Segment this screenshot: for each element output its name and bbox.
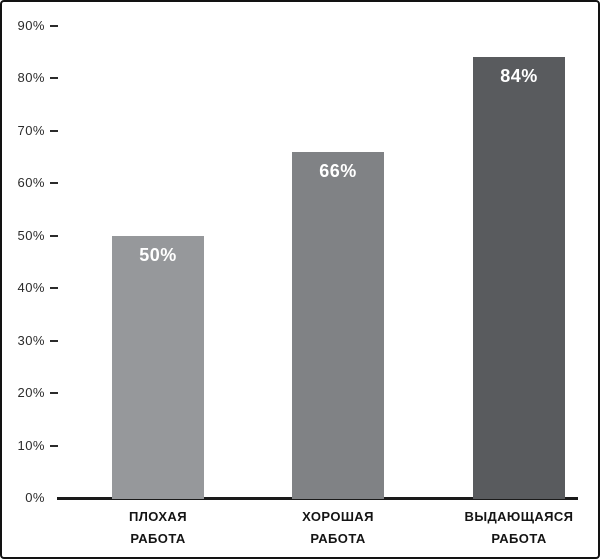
bar-value-label: 66% <box>319 160 357 181</box>
y-tick-label: 40% <box>17 280 45 295</box>
y-tick-label: 60% <box>17 175 45 190</box>
y-tick-mark <box>50 129 58 132</box>
category-label: ВЫДАЮЩАЯСЯ РАБОТА <box>464 509 574 546</box>
bar-1: 50% <box>112 235 204 499</box>
y-tick-mark <box>50 234 58 237</box>
y-tick-mark <box>50 392 58 394</box>
y-tick-mark <box>50 287 58 289</box>
y-tick-label: 10% <box>17 437 45 453</box>
y-tick-label: 30% <box>17 332 45 348</box>
y-tick-label: 20% <box>17 385 45 400</box>
y-tick-mark <box>50 182 58 184</box>
category-label: ПЛОХАЯ РАБОТА <box>129 509 187 546</box>
bar-2: 66% <box>292 151 384 499</box>
y-tick-label: 90% <box>17 17 45 33</box>
y-tick-mark <box>50 339 58 342</box>
y-tick-label: 0% <box>25 490 45 505</box>
y-tick-label: 70% <box>17 122 45 138</box>
y-tick-mark <box>50 24 58 27</box>
y-tick-label: 80% <box>17 70 45 85</box>
y-tick-mark <box>50 77 58 79</box>
y-tick-label: 50% <box>17 227 45 243</box>
bar-value-label: 84% <box>500 66 538 86</box>
category-label: ХОРОШАЯ РАБОТА <box>302 509 374 546</box>
y-tick-mark <box>50 444 58 447</box>
bar-3: 84% <box>473 57 565 499</box>
bar-value-label: 50% <box>139 244 177 265</box>
